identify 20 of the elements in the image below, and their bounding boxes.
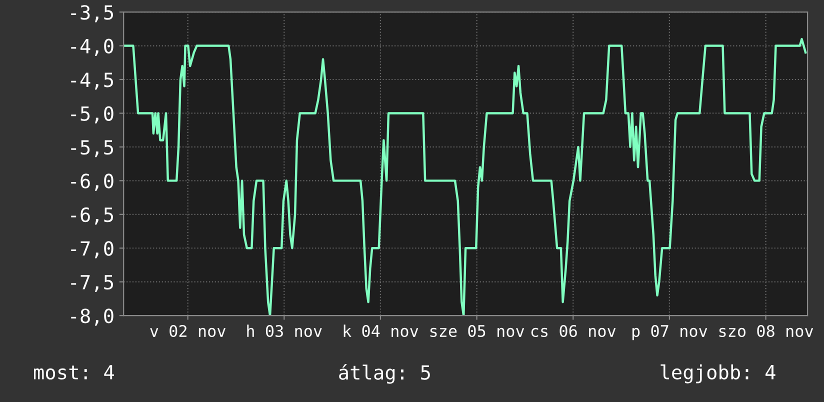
- text: átlag: 5: [339, 364, 430, 384]
- y-tick-label: -4,0: [71, 38, 114, 56]
- x-tick-label: sze 05 nov: [430, 324, 524, 338]
- x-tick-label: cs 06 nov: [531, 324, 616, 338]
- y-tick-label: -6,0: [71, 174, 114, 191]
- x-tick-label: h 03 nov: [247, 324, 322, 338]
- x-tick-label: p 07 nov: [632, 324, 708, 340]
- y-tick-label: -4,5: [71, 72, 114, 90]
- x-tick-label: k 04 nov: [344, 324, 418, 338]
- text: most: 4: [34, 365, 114, 380]
- y-tick-label: -3,5: [71, 5, 114, 22]
- y-tick-label: -7,0: [71, 241, 114, 258]
- x-tick-label: v 02 nov: [150, 324, 226, 338]
- text: legjobb: 4: [660, 364, 776, 384]
- y-tick-label: -8,0: [71, 308, 114, 326]
- y-tick-label: -5,5: [71, 140, 114, 158]
- y-tick-label: -7,5: [71, 275, 114, 292]
- x-tick-label: szo 08 nov: [719, 324, 814, 338]
- y-tick-label: -6,5: [71, 207, 114, 225]
- y-tick-label: -5,0: [71, 106, 114, 124]
